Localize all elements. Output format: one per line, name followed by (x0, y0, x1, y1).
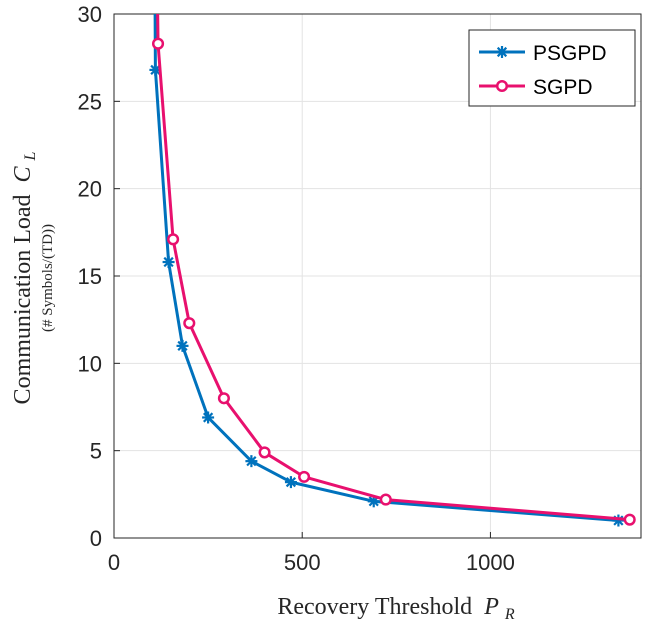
legend-entry-psgpd: PSGPD (479, 42, 607, 65)
y-tick-label: 25 (78, 89, 102, 114)
y-axis-label-sub: L (22, 151, 39, 161)
y-tick-label: 5 (90, 439, 102, 464)
legend-box (468, 29, 636, 107)
y-tick-label: 30 (78, 2, 102, 27)
legend-entry-sgpd: SGPD (479, 76, 593, 99)
y-axis-label-group: Communication Load C L (# Symbols/(TD)) (10, 151, 56, 404)
legend-label: SGPD (533, 76, 593, 99)
x-tick-label: 500 (284, 550, 321, 575)
data-point-sgpd (183, 317, 196, 330)
data-point-psgpd (284, 476, 297, 489)
legend-label: PSGPD (533, 42, 607, 65)
data-point-psgpd (245, 455, 258, 468)
legend-marker (496, 46, 508, 58)
y-axis-label: Communication Load C L (10, 151, 39, 404)
y-tick-label: 10 (78, 351, 102, 376)
series-layer (149, 14, 636, 527)
data-point-psgpd (202, 411, 215, 424)
y-axis-sublabel: (# Symbols/(TD)) (40, 224, 56, 332)
x-tick-label: 0 (108, 550, 120, 575)
data-point-sgpd (258, 446, 271, 459)
series-sgpd (151, 14, 636, 526)
data-point-sgpd (379, 493, 392, 506)
data-point-sgpd (623, 513, 636, 526)
y-tick-label: 15 (78, 264, 102, 289)
y-tick-label: 0 (90, 526, 102, 551)
legend-marker (495, 79, 509, 93)
y-axis-label-var: C (10, 165, 36, 182)
x-axis-label-main: Recovery Threshold (277, 594, 472, 620)
y-axis-label-main: Communication Load (10, 194, 36, 404)
y-tick-label: 20 (78, 177, 102, 202)
y-ticks: 0 5 10 15 20 25 30 (78, 2, 120, 551)
data-point-psgpd (176, 339, 189, 352)
x-tick-label: 1000 (466, 550, 515, 575)
x-axis-label-var: P (483, 594, 499, 620)
legend: PSGPD SGPD (468, 29, 636, 107)
plot-box (113, 13, 642, 539)
x-axis-label: Recovery Threshold P R (277, 594, 515, 623)
x-axis-label-sub: R (504, 606, 515, 623)
x-ticks: 0 500 1000 (108, 532, 515, 575)
data-point-sgpd (298, 470, 311, 483)
data-point-sgpd (151, 37, 165, 50)
data-point-psgpd (162, 256, 175, 269)
series-psgpd (149, 14, 625, 527)
data-point-sgpd (217, 392, 230, 405)
data-point-sgpd (167, 233, 180, 246)
